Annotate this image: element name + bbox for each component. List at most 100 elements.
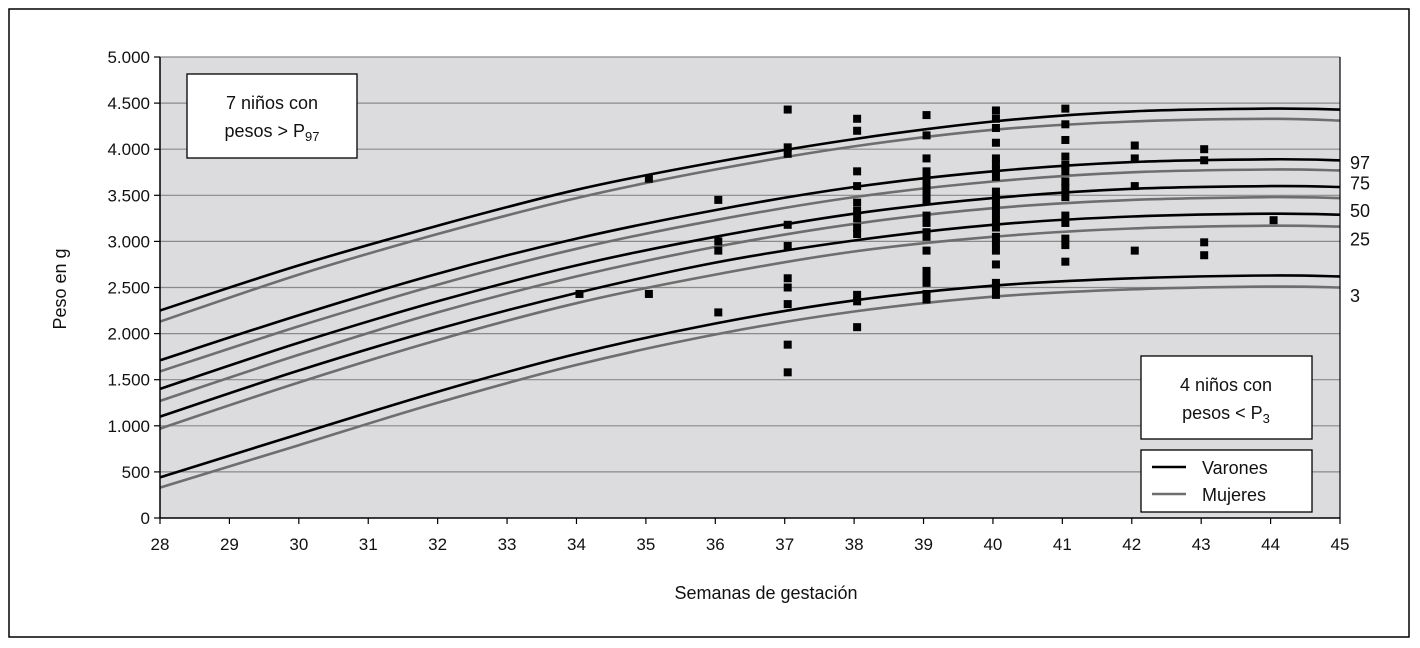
y-axis-label: Peso en g xyxy=(50,248,70,329)
scatter-point-32 xyxy=(922,167,931,176)
scatter-point-86 xyxy=(1200,145,1209,154)
y-tick-label-1: 500 xyxy=(122,463,150,482)
curve-varones-p50 xyxy=(159,184,1341,391)
scatter-point-23 xyxy=(853,214,862,223)
scatter-point-64 xyxy=(991,260,1000,269)
scatter-point-39 xyxy=(922,228,931,237)
scatter-point-69 xyxy=(1061,120,1070,129)
scatter-point-36 xyxy=(922,195,931,204)
annotation-bottom-line1: 4 niños con xyxy=(1180,375,1272,395)
scatter-point-73 xyxy=(1061,167,1070,176)
legend-label-mujeres: Mujeres xyxy=(1202,485,1266,505)
annotation-top-line2-text: pesos > P xyxy=(224,121,305,141)
scatter-point-16 xyxy=(783,368,792,377)
scatter-point-80 xyxy=(1061,241,1070,250)
annotation-bottom-line2: pesos < P3 xyxy=(1182,403,1270,426)
scatter-point-7 xyxy=(783,105,792,114)
scatter-point-59 xyxy=(991,217,1000,226)
scatter-point-29 xyxy=(922,111,931,120)
x-tick-label-16: 44 xyxy=(1261,535,1280,554)
scatter-point-77 xyxy=(1061,211,1070,220)
y-tick-label-6: 3.000 xyxy=(107,232,150,251)
scatter-point-75 xyxy=(1061,183,1070,192)
curve-varones-p97 xyxy=(159,107,1341,312)
scatter-point-34 xyxy=(922,182,931,191)
y-tick-label-10: 5.000 xyxy=(107,48,150,67)
percentile-curves xyxy=(159,107,1341,489)
scatter-point-8 xyxy=(783,143,792,152)
x-tick-label-7: 35 xyxy=(636,535,655,554)
scatter-point-62 xyxy=(991,239,1000,248)
annotation-box-top xyxy=(186,73,358,159)
annotation-below-p3: 4 niños con pesos < P3 xyxy=(1140,355,1313,440)
scatter-point-66 xyxy=(991,283,1000,292)
curve-mujeres-p50 xyxy=(159,195,1341,403)
annotation-bottom-line2-text: pesos < P xyxy=(1182,403,1263,423)
legend-label-varones: Varones xyxy=(1202,458,1268,478)
y-tick-label-7: 3.500 xyxy=(107,186,150,205)
x-tick-label-14: 42 xyxy=(1122,535,1141,554)
scatter-point-4 xyxy=(714,237,723,246)
legend: Varones Mujeres xyxy=(1140,449,1313,513)
scatter-point-11 xyxy=(783,242,792,251)
scatter-point-70 xyxy=(1061,135,1070,144)
y-tick-label-3: 1.500 xyxy=(107,371,150,390)
x-tick-label-12: 40 xyxy=(983,535,1002,554)
x-tick-label-9: 37 xyxy=(775,535,794,554)
annotation-top-line2: pesos > P97 xyxy=(224,121,319,144)
scatter-point-54 xyxy=(991,172,1000,181)
scatter-point-74 xyxy=(1061,177,1070,186)
annotation-top-line1: 7 niños con xyxy=(226,93,318,113)
scatter-point-12 xyxy=(783,274,792,283)
annotation-top-subscript: 97 xyxy=(305,129,319,144)
scatter-point-63 xyxy=(991,246,1000,255)
scatter-point-27 xyxy=(853,297,862,306)
scatter-point-40 xyxy=(922,232,931,241)
scatter-point-14 xyxy=(783,300,792,309)
scatter-point-56 xyxy=(991,194,1000,203)
x-tick-label-6: 34 xyxy=(567,535,586,554)
scatter-point-83 xyxy=(1130,154,1139,163)
scatter-point-61 xyxy=(991,232,1000,241)
x-tick-label-10: 38 xyxy=(845,535,864,554)
x-tick-label-13: 41 xyxy=(1053,535,1072,554)
scatter-point-1 xyxy=(644,174,653,183)
scatter-point-85 xyxy=(1130,246,1139,255)
x-tick-label-8: 36 xyxy=(706,535,725,554)
x-tick-labels: 28 29 30 31 32 33 34 35 36 37 38 39 40 41 42 43 44 45 xyxy=(151,535,1350,554)
scatter-point-37 xyxy=(922,211,931,220)
scatter-point-22 xyxy=(853,206,862,215)
scatter-point-5 xyxy=(714,246,723,255)
y-tick-label-8: 4.000 xyxy=(107,140,150,159)
scatter-point-38 xyxy=(922,218,931,227)
scatter-point-71 xyxy=(1061,152,1070,161)
x-tick-label-15: 43 xyxy=(1192,535,1211,554)
y-tick-label-2: 1.000 xyxy=(107,417,150,436)
scatter-point-2 xyxy=(644,289,653,298)
scatter-point-67 xyxy=(991,290,1000,299)
curve-varones-p75 xyxy=(159,157,1341,362)
scatter-point-87 xyxy=(1200,156,1209,165)
scatter-point-21 xyxy=(853,198,862,207)
annotation-bottom-subscript: 3 xyxy=(1263,411,1270,426)
scatter-point-58 xyxy=(991,209,1000,218)
y-tick-labels: 0 500 1.000 1.500 2.000 2.500 3.000 3.500 4.000 4… xyxy=(107,48,150,528)
scatter-point-60 xyxy=(991,223,1000,232)
x-tick-label-3: 31 xyxy=(359,535,378,554)
scatter-point-35 xyxy=(922,188,931,197)
scatter-point-57 xyxy=(991,202,1000,211)
percentile-label-50: 50 xyxy=(1350,201,1370,221)
scatter-point-48 xyxy=(991,114,1000,123)
scatter-point-26 xyxy=(853,290,862,299)
scatter-point-81 xyxy=(1061,257,1070,266)
scatter-point-88 xyxy=(1200,238,1209,247)
legend-box xyxy=(1140,449,1313,513)
scatter-point-33 xyxy=(922,174,931,183)
scatter-point-78 xyxy=(1061,218,1070,227)
scatter-point-65 xyxy=(991,278,1000,287)
percentile-label-97: 97 xyxy=(1350,153,1370,173)
scatter-point-15 xyxy=(783,340,792,349)
x-tick-label-0: 28 xyxy=(151,535,170,554)
scatter-point-41 xyxy=(922,246,931,255)
